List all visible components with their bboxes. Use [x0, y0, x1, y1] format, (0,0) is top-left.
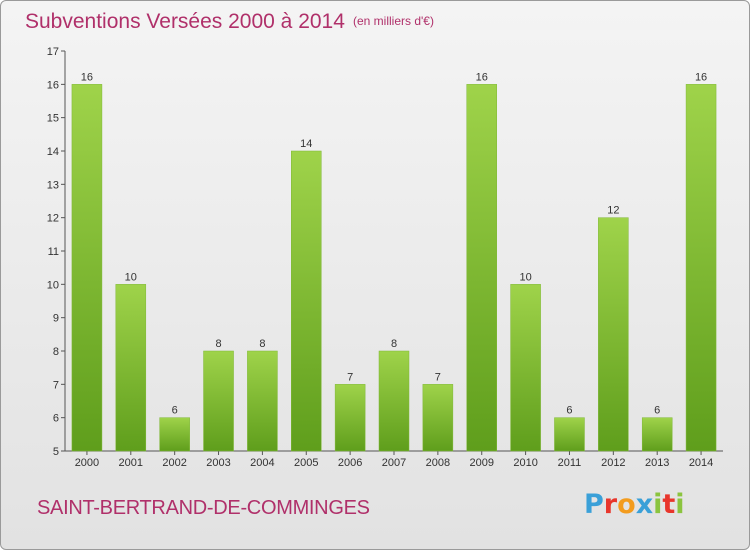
bar-value-label: 6	[172, 405, 178, 417]
bar	[159, 417, 190, 452]
x-tick-label: 2008	[426, 457, 450, 469]
y-tick-label: 11	[48, 246, 59, 258]
y-tick-label: 14	[47, 146, 59, 158]
y-tick-label: 7	[53, 379, 59, 391]
bar	[598, 217, 629, 452]
bar	[115, 284, 147, 452]
bar	[554, 417, 585, 452]
bar	[685, 84, 717, 452]
logo-letter: t	[662, 489, 676, 520]
x-tick-label: 2003	[206, 457, 230, 469]
bar-value-label: 16	[695, 71, 707, 83]
y-tick-label: 5	[53, 446, 59, 458]
bar-value-label: 10	[519, 271, 531, 283]
x-tick-label: 2006	[338, 457, 362, 469]
bar	[510, 284, 541, 452]
bar	[334, 384, 366, 452]
x-tick-label: 2010	[513, 457, 537, 469]
y-tick-label: 17	[47, 46, 59, 58]
bar-value-label: 10	[125, 271, 137, 283]
bar	[247, 350, 278, 452]
bar-value-label: 16	[476, 71, 488, 83]
x-tick-label: 2007	[382, 457, 406, 469]
bar-value-label: 7	[347, 371, 353, 383]
place-name: SAINT-BERTRAND-DE-COMMINGES	[37, 497, 370, 519]
x-tick-label: 2004	[250, 457, 274, 469]
bar-value-label: 6	[566, 405, 572, 417]
bar	[71, 84, 103, 452]
x-tick-label: 2001	[119, 457, 143, 469]
chart-unit: (en milliers d'€)	[353, 14, 434, 28]
y-tick-label: 9	[53, 313, 59, 325]
bar-value-label: 16	[81, 71, 93, 83]
x-tick-label: 2009	[469, 457, 493, 469]
bar-value-label: 8	[215, 338, 221, 350]
chart-title: Subventions Versées 2000 à 2014	[25, 10, 345, 33]
x-tick-label: 2014	[689, 457, 713, 469]
x-tick-label: 2002	[162, 457, 186, 469]
y-tick-label: 16	[47, 79, 59, 91]
bar-value-label: 8	[259, 338, 265, 350]
bar	[203, 350, 234, 452]
bar-value-label: 8	[391, 338, 397, 350]
bar	[378, 350, 410, 452]
bars	[71, 84, 717, 452]
y-tick-label: 10	[47, 279, 59, 291]
y-tick-label: 15	[47, 113, 59, 125]
proxiti-logo: Proxiti	[584, 489, 685, 520]
x-tick-label: 2013	[645, 457, 669, 469]
y-tick-label: 8	[53, 346, 59, 358]
labels: 2000 16 2001 10 2002 6 2003 8 2004 8 2005 14 2006 7 20…	[75, 71, 714, 469]
logo-letter: i	[675, 489, 685, 520]
x-tick-label: 2000	[75, 457, 99, 469]
logo-letter: P	[584, 489, 604, 520]
y-tick-label: 6	[53, 413, 59, 425]
x-tick-label: 2005	[294, 457, 318, 469]
logo-letter: o	[617, 489, 636, 520]
bar-value-label: 7	[435, 371, 441, 383]
bar	[291, 150, 322, 452]
bar-value-label: 12	[607, 205, 619, 217]
x-tick-label: 2011	[558, 457, 582, 469]
bar	[466, 84, 497, 452]
y-tick-label: 12	[47, 213, 59, 225]
bar	[422, 384, 454, 452]
bar-value-label: 6	[654, 405, 660, 417]
x-tick-label: 2012	[601, 457, 625, 469]
logo-letter: r	[603, 489, 618, 520]
y-tick-label: 13	[47, 179, 59, 191]
logo-letter: i	[653, 489, 663, 520]
bar	[641, 417, 673, 452]
logo-letter: x	[635, 489, 654, 520]
bar-value-label: 14	[300, 138, 312, 150]
